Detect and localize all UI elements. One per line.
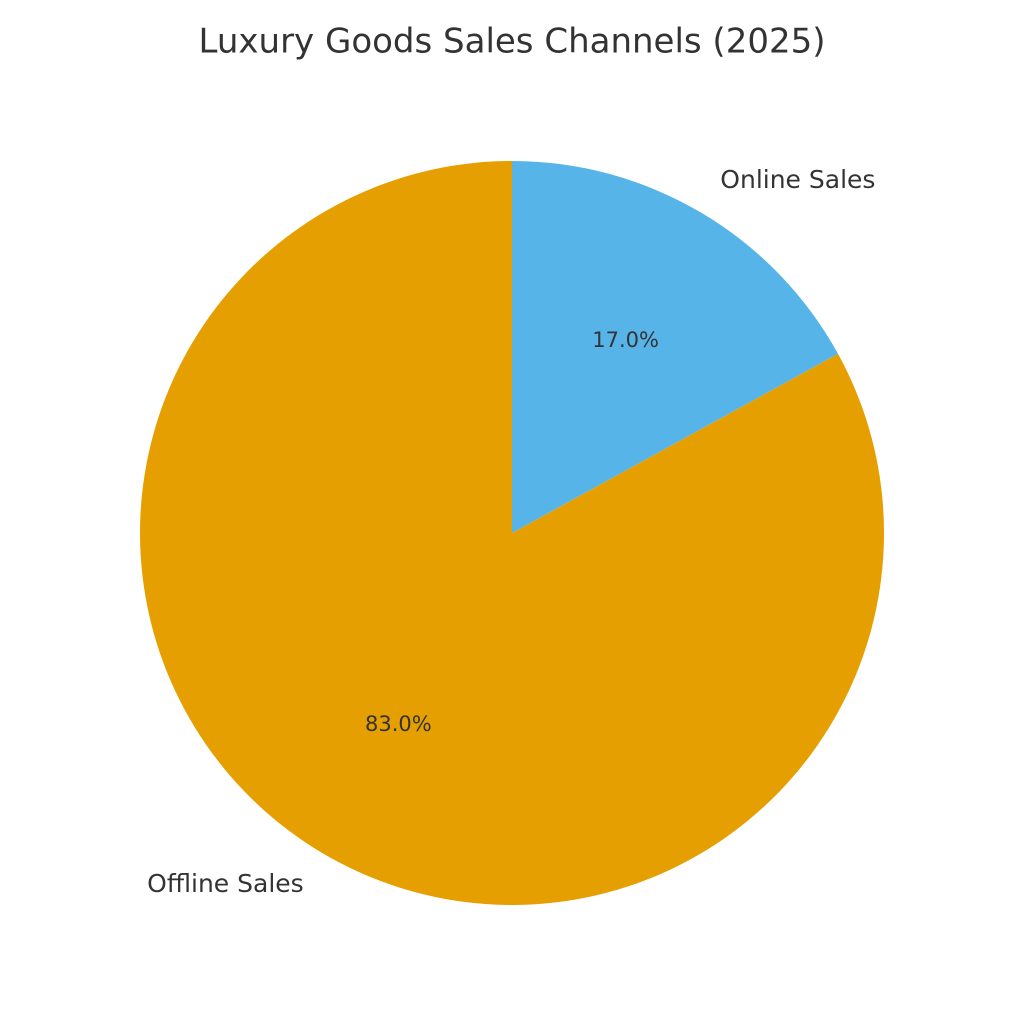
value-label: 17.0% (592, 328, 659, 352)
category-label: Online Sales (720, 165, 875, 194)
pie-slice (512, 161, 838, 533)
pie-slice (140, 161, 885, 906)
value-label: 83.0% (365, 712, 432, 736)
chart-title: Luxury Goods Sales Channels (2025) (199, 22, 826, 62)
category-label: Offline Sales (147, 869, 304, 898)
